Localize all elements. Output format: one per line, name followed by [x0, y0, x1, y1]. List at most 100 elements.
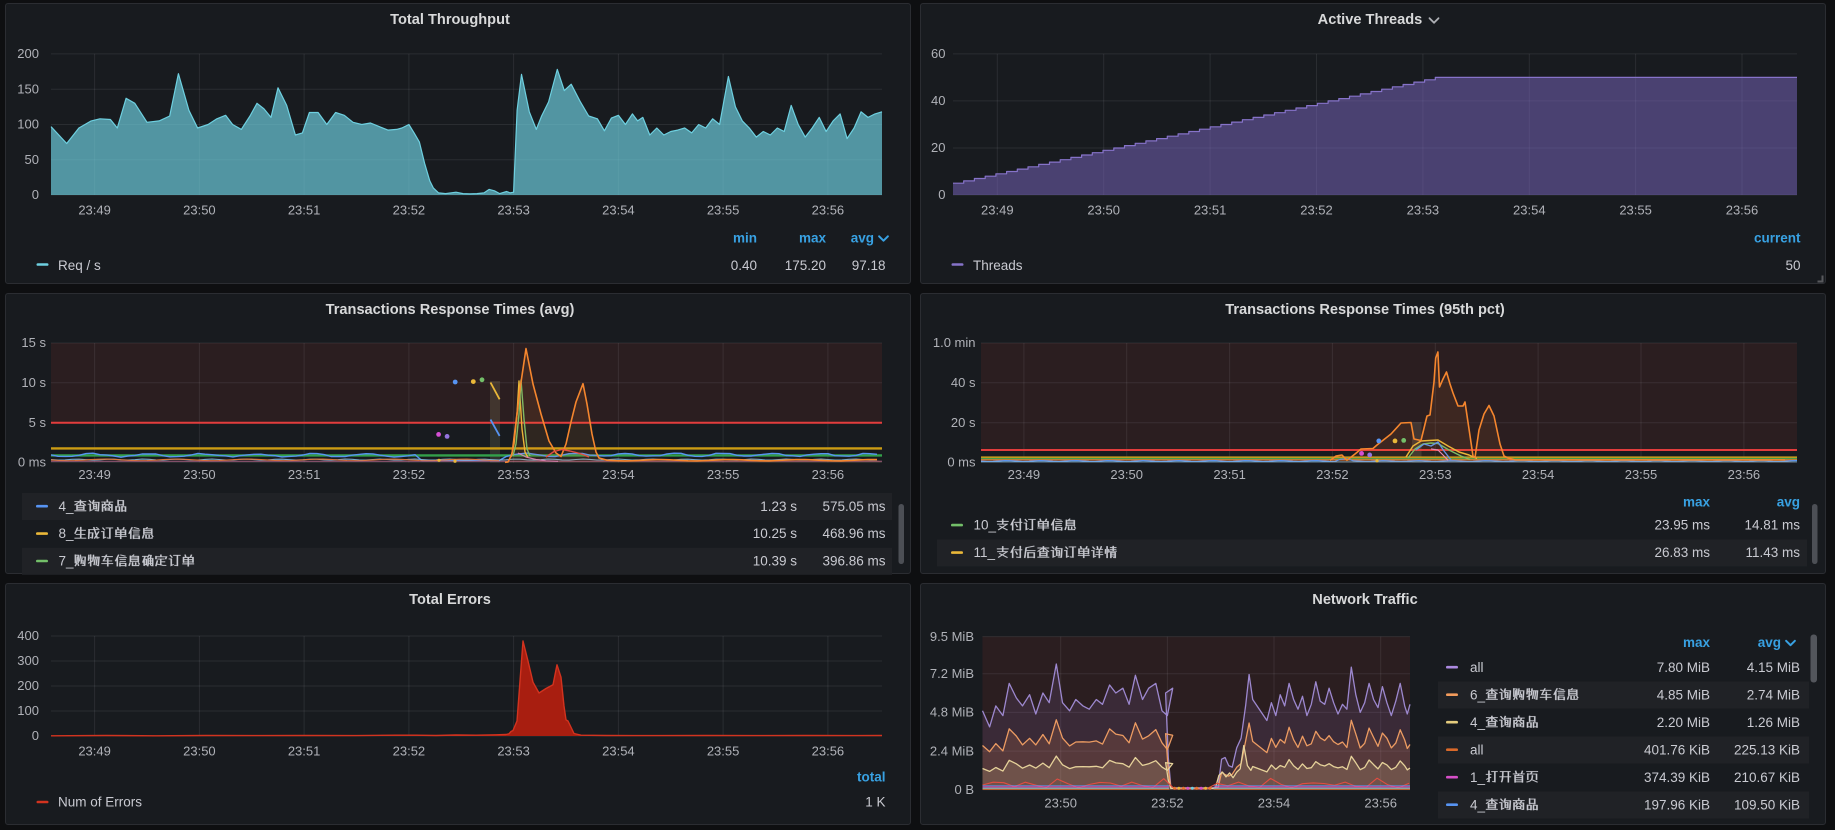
svg-text:100: 100 [17, 703, 39, 718]
svg-text:23:55: 23:55 [707, 744, 740, 759]
svg-text:23:51: 23:51 [1194, 203, 1227, 218]
svg-text:23:51: 23:51 [288, 203, 321, 218]
svg-text:14.81 ms: 14.81 ms [1744, 518, 1800, 533]
svg-text:1_: 1_ [1470, 770, 1486, 785]
svg-text:97.18: 97.18 [852, 258, 886, 273]
svg-text:Req / s: Req / s [58, 258, 101, 273]
svg-text:5 s: 5 s [29, 415, 47, 430]
svg-text:max: max [1683, 635, 1711, 650]
svg-text:7.2 MiB: 7.2 MiB [930, 666, 974, 681]
svg-text:60: 60 [931, 46, 945, 61]
svg-text:Total Errors: Total Errors [409, 592, 491, 608]
svg-text:0 B: 0 B [954, 782, 974, 797]
svg-text:23:53: 23:53 [497, 203, 530, 218]
svg-text:23.95 ms: 23.95 ms [1654, 518, 1710, 533]
svg-text:11_: 11_ [974, 545, 996, 560]
svg-text:1 K: 1 K [865, 795, 885, 810]
svg-text:23:52: 23:52 [393, 467, 426, 482]
svg-text:100: 100 [17, 117, 39, 132]
svg-text:0 ms: 0 ms [18, 455, 47, 470]
svg-text:23:55: 23:55 [1625, 467, 1658, 482]
svg-text:396.86 ms: 396.86 ms [822, 554, 885, 569]
svg-text:2.20 MiB: 2.20 MiB [1657, 715, 1710, 730]
svg-text:23:56: 23:56 [812, 203, 845, 218]
svg-text:50: 50 [25, 152, 39, 167]
svg-text:0: 0 [938, 187, 945, 202]
svg-text:109.50 KiB: 109.50 KiB [1734, 797, 1800, 812]
svg-text:0: 0 [32, 187, 39, 202]
svg-text:40: 40 [931, 93, 945, 108]
svg-text:15 s: 15 s [21, 335, 46, 350]
svg-text:23:55: 23:55 [707, 467, 740, 482]
svg-text:max: max [1683, 495, 1711, 510]
svg-text:401.76 KiB: 401.76 KiB [1644, 742, 1710, 757]
svg-text:26.83 ms: 26.83 ms [1654, 545, 1710, 560]
svg-text:23:54: 23:54 [602, 203, 635, 218]
svg-text:175.20: 175.20 [785, 258, 826, 273]
svg-text:23:51: 23:51 [288, 744, 321, 759]
svg-text:1.23 s: 1.23 s [760, 499, 797, 514]
svg-text:23:54: 23:54 [1513, 203, 1546, 218]
svg-text:23:56: 23:56 [812, 467, 845, 482]
svg-text:20: 20 [931, 140, 945, 155]
svg-text:Network Traffic: Network Traffic [1312, 592, 1417, 608]
svg-text:10.25 s: 10.25 s [753, 526, 798, 541]
svg-text:200: 200 [17, 678, 39, 693]
svg-text:468.96 ms: 468.96 ms [822, 526, 885, 541]
svg-text:4.15 MiB: 4.15 MiB [1747, 660, 1800, 675]
svg-text:23:52: 23:52 [393, 203, 426, 218]
svg-text:23:52: 23:52 [1316, 467, 1349, 482]
svg-text:23:52: 23:52 [1300, 203, 1333, 218]
svg-text:all: all [1470, 742, 1484, 757]
svg-text:min: min [733, 231, 757, 246]
svg-text:23:49: 23:49 [78, 203, 111, 218]
svg-text:0: 0 [32, 728, 39, 743]
svg-text:Num of Errors: Num of Errors [58, 795, 142, 810]
svg-text:23:56: 23:56 [812, 744, 845, 759]
svg-text:300: 300 [17, 653, 39, 668]
svg-text:11.43 ms: 11.43 ms [1745, 545, 1800, 560]
svg-text:7.80 MiB: 7.80 MiB [1657, 660, 1710, 675]
svg-text:23:49: 23:49 [1008, 467, 1041, 482]
svg-text:10 s: 10 s [21, 375, 46, 390]
svg-text:1.0 min: 1.0 min [933, 335, 976, 350]
svg-text:23:52: 23:52 [1151, 796, 1184, 811]
svg-text:23:54: 23:54 [602, 744, 635, 759]
svg-text:4_: 4_ [59, 499, 75, 514]
svg-text:23:53: 23:53 [497, 467, 530, 482]
svg-text:23:56: 23:56 [1726, 203, 1759, 218]
svg-text:8_: 8_ [59, 526, 75, 541]
svg-text:2.74 MiB: 2.74 MiB [1747, 687, 1800, 702]
svg-text:avg: avg [1758, 635, 1781, 650]
svg-text:1.26 MiB: 1.26 MiB [1747, 715, 1800, 730]
svg-text:23:55: 23:55 [707, 203, 740, 218]
svg-text:20 s: 20 s [951, 415, 976, 430]
svg-text:575.05 ms: 575.05 ms [822, 499, 885, 514]
svg-text:avg: avg [1777, 495, 1800, 510]
svg-text:23:50: 23:50 [183, 467, 216, 482]
svg-text:23:53: 23:53 [1419, 467, 1452, 482]
svg-text:23:50: 23:50 [1044, 796, 1077, 811]
svg-text:0 ms: 0 ms [947, 455, 976, 470]
svg-text:23:53: 23:53 [1407, 203, 1440, 218]
svg-text:Total Throughput: Total Throughput [390, 12, 510, 28]
svg-text:9.5 MiB: 9.5 MiB [930, 629, 974, 644]
svg-text:7_: 7_ [59, 554, 75, 569]
svg-text:10.39 s: 10.39 s [753, 554, 798, 569]
svg-text:23:50: 23:50 [1110, 467, 1143, 482]
svg-text:23:50: 23:50 [183, 203, 216, 218]
svg-text:23:53: 23:53 [497, 744, 530, 759]
svg-text:23:52: 23:52 [393, 744, 426, 759]
svg-text:Transactions Response Times (9: Transactions Response Times (95th pct) [1225, 302, 1505, 318]
svg-text:Threads: Threads [973, 258, 1023, 273]
svg-text:23:54: 23:54 [1522, 467, 1555, 482]
svg-text:current: current [1754, 231, 1801, 246]
svg-text:50: 50 [1785, 258, 1800, 273]
svg-text:400: 400 [17, 628, 39, 643]
svg-text:23:51: 23:51 [1213, 467, 1246, 482]
svg-text:23:56: 23:56 [1364, 796, 1397, 811]
svg-text:23:54: 23:54 [1258, 796, 1291, 811]
svg-text:23:56: 23:56 [1728, 467, 1761, 482]
svg-text:2.4 MiB: 2.4 MiB [930, 743, 974, 758]
svg-text:6_: 6_ [1470, 687, 1486, 702]
